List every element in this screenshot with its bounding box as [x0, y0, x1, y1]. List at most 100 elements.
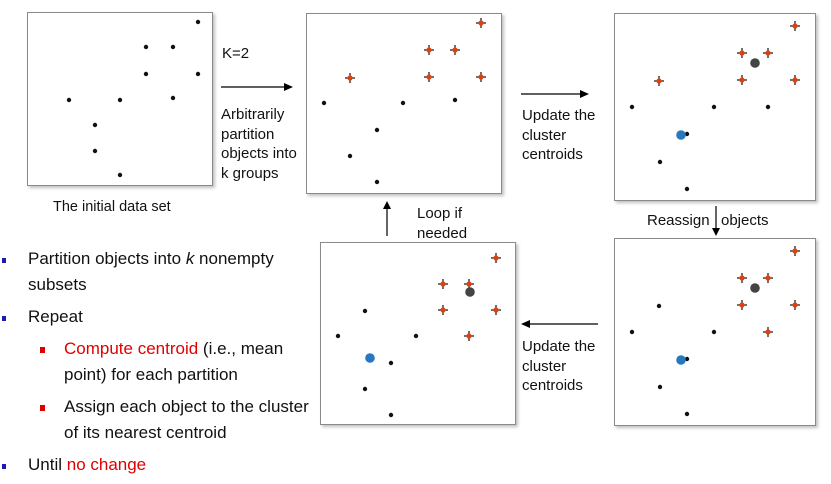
- bullet-until: Until no change: [0, 452, 315, 478]
- data-point: [195, 71, 201, 77]
- centroid-gray: [750, 283, 760, 293]
- scatter-update-1: [629, 21, 800, 192]
- data-point: [347, 153, 353, 159]
- data-point: [657, 159, 663, 165]
- plus-point: [424, 45, 434, 55]
- data-point: [629, 329, 635, 335]
- plus-point: [737, 48, 747, 58]
- data-point: [143, 44, 149, 50]
- plus-point: [464, 331, 474, 341]
- algorithm-steps: Partition objects into k nonempty subset…: [0, 246, 315, 484]
- data-point: [684, 186, 690, 192]
- plus-point: [654, 76, 664, 86]
- plus-point: [424, 72, 434, 82]
- data-point: [195, 19, 201, 25]
- data-point: [117, 97, 123, 103]
- scatter-update-2: [335, 253, 501, 418]
- arrow-left: [521, 320, 598, 328]
- plus-point: [476, 72, 486, 82]
- data-points-partition: [321, 97, 458, 185]
- bullet-partition: Partition objects into k nonempty subset…: [0, 246, 315, 298]
- plus-point: [737, 300, 747, 310]
- plus-points-update-2: [438, 253, 501, 341]
- plus-points-update-1: [654, 21, 800, 86]
- bullet-assign: Assign each object to the cluster of its…: [0, 394, 315, 446]
- panel-update-centroids-2: [320, 242, 516, 425]
- plus-point: [464, 279, 474, 289]
- plus-point: [450, 45, 460, 55]
- reassign-label-right: objects: [721, 212, 769, 229]
- plus-point: [790, 246, 800, 256]
- data-point: [765, 104, 771, 110]
- data-point: [629, 104, 635, 110]
- data-point: [362, 308, 368, 314]
- data-point: [413, 333, 419, 339]
- plus-point: [491, 253, 501, 263]
- centroid-blue: [676, 355, 686, 365]
- plus-point: [345, 73, 355, 83]
- data-point: [362, 386, 368, 392]
- update-label-top: Update the cluster centroids: [522, 107, 596, 163]
- data-point: [684, 411, 690, 417]
- plus-point: [763, 273, 773, 283]
- centroid-gray: [750, 58, 760, 68]
- plus-point: [763, 48, 773, 58]
- plus-points-partition: [345, 18, 486, 83]
- plus-point: [438, 305, 448, 315]
- data-point: [400, 100, 406, 106]
- plus-point: [790, 300, 800, 310]
- plus-point: [491, 305, 501, 315]
- k-label: K=2: [222, 45, 250, 62]
- scatter-partition: [321, 18, 486, 185]
- data-point: [374, 127, 380, 133]
- panel-initial-data: [27, 12, 213, 186]
- data-points-update-1: [629, 104, 771, 192]
- data-points-initial: [66, 19, 201, 178]
- scatter-reassign: [629, 246, 800, 417]
- arrow-up: [383, 201, 391, 236]
- data-point: [388, 360, 394, 366]
- data-points-reassign: [629, 303, 717, 417]
- plus-point: [790, 21, 800, 31]
- data-point: [335, 333, 341, 339]
- data-point: [684, 356, 690, 362]
- plus-point: [763, 327, 773, 337]
- centroid-gray: [465, 287, 475, 297]
- data-point: [657, 384, 663, 390]
- partition-label: Arbitrarily partition objects into k gro…: [221, 106, 297, 182]
- plus-point: [438, 279, 448, 289]
- plus-point: [790, 75, 800, 85]
- data-point: [170, 95, 176, 101]
- panel-reassign: [614, 238, 816, 426]
- data-point: [711, 104, 717, 110]
- data-point: [656, 303, 662, 309]
- data-point: [388, 412, 394, 418]
- data-point: [321, 100, 327, 106]
- data-point: [117, 172, 123, 178]
- reassign-label-left: Reassign: [647, 212, 710, 229]
- centroid-blue: [365, 353, 375, 363]
- data-point: [92, 122, 98, 128]
- data-point: [684, 131, 690, 137]
- initial-caption: The initial data set: [53, 199, 171, 215]
- arrow-down: [712, 206, 720, 236]
- panel-partition: [306, 13, 502, 194]
- plus-point: [737, 75, 747, 85]
- bullet-repeat: Repeat: [0, 304, 315, 330]
- update-label-bottom: Update the cluster centroids: [522, 338, 596, 394]
- data-point: [66, 97, 72, 103]
- data-point: [143, 71, 149, 77]
- centroid-blue: [676, 130, 686, 140]
- arrow-right-2: [521, 90, 589, 98]
- bullet-compute-centroid: Compute centroid (i.e., mean point) for …: [0, 336, 315, 388]
- scatter-initial: [66, 19, 201, 178]
- data-point: [92, 148, 98, 154]
- arrow-right-1: [221, 83, 293, 91]
- plus-point: [737, 273, 747, 283]
- panel-update-centroids-1: [614, 13, 816, 201]
- plus-points-reassign: [737, 246, 800, 337]
- data-point: [452, 97, 458, 103]
- data-point: [170, 44, 176, 50]
- data-point: [711, 329, 717, 335]
- plus-point: [476, 18, 486, 28]
